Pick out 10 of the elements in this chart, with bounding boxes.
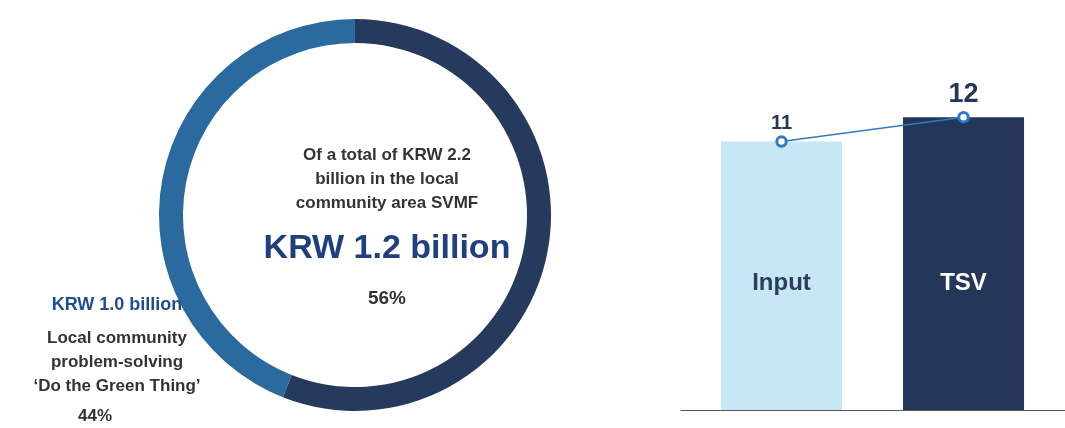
- data-label: 44%: [77, 406, 113, 425]
- text: Of a total of KRW 2.2 billion in the local community area SVMF: [295, 145, 479, 212]
- text: Local community problem-solving ‘Do the Green Thing’: [33, 328, 201, 395]
- data-label: 11: [770, 110, 793, 133]
- slice-label: KRW 1.0 billion: [51, 294, 183, 314]
- x-tick-label: Input: [752, 268, 811, 295]
- data-label: 12: [948, 78, 979, 109]
- x-tick-label: TSV: [940, 268, 987, 295]
- slice-label: KRW 1.2 billion: [263, 227, 511, 265]
- data-label: 56%: [367, 287, 407, 308]
